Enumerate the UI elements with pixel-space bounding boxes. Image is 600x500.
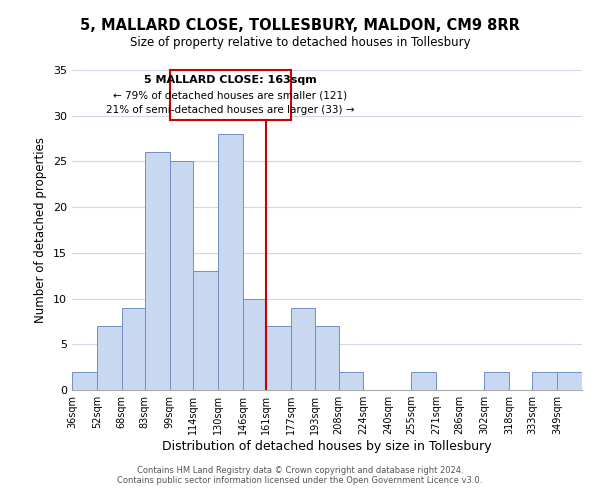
Bar [242, 298, 266, 390]
Bar [218, 134, 242, 390]
Bar [484, 372, 509, 390]
Bar [122, 308, 145, 390]
Text: Contains HM Land Registry data © Crown copyright and database right 2024.
Contai: Contains HM Land Registry data © Crown c… [118, 466, 482, 485]
Bar [316, 326, 338, 390]
Bar [72, 372, 97, 390]
Bar [145, 152, 170, 390]
Bar [412, 372, 436, 390]
Bar [266, 326, 290, 390]
X-axis label: Distribution of detached houses by size in Tollesbury: Distribution of detached houses by size … [162, 440, 492, 453]
Y-axis label: Number of detached properties: Number of detached properties [34, 137, 47, 323]
Bar [97, 326, 122, 390]
Bar [557, 372, 582, 390]
Bar [338, 372, 364, 390]
Bar [290, 308, 316, 390]
Text: Size of property relative to detached houses in Tollesbury: Size of property relative to detached ho… [130, 36, 470, 49]
Bar [170, 162, 193, 390]
Bar [193, 271, 218, 390]
Text: 5, MALLARD CLOSE, TOLLESBURY, MALDON, CM9 8RR: 5, MALLARD CLOSE, TOLLESBURY, MALDON, CM… [80, 18, 520, 32]
Bar [532, 372, 557, 390]
